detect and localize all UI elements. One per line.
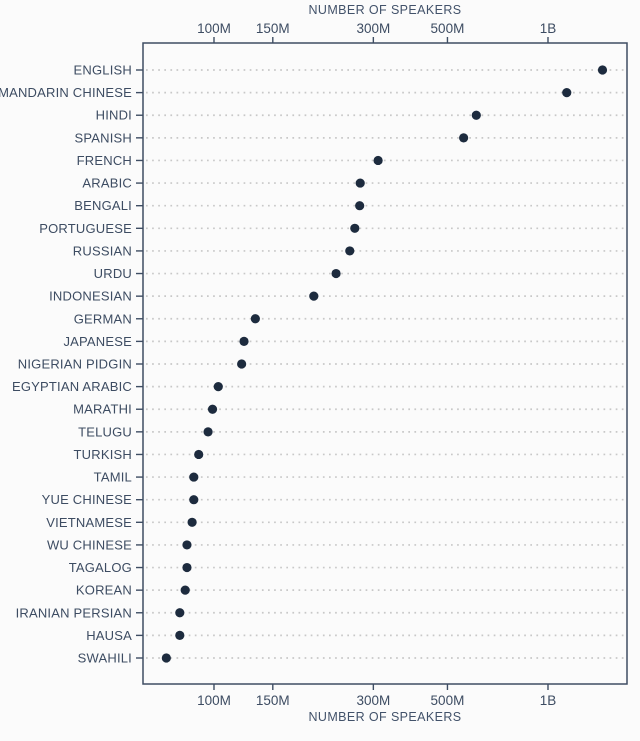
row-label: VIETNAMESE: [46, 515, 132, 530]
row-label: SPANISH: [74, 130, 132, 145]
data-point: [250, 314, 260, 324]
data-point: [345, 246, 355, 256]
row-label: MARATHI: [73, 402, 132, 417]
x-tick-label-top: 300M: [356, 21, 390, 36]
row-label: SWAHILI: [78, 651, 132, 666]
data-point: [180, 585, 190, 595]
data-point: [175, 630, 185, 640]
data-point: [182, 540, 192, 550]
row-label: HINDI: [96, 108, 132, 123]
data-point: [597, 65, 608, 75]
x-tick-label-top: 1B: [540, 21, 557, 36]
row-label: RUSSIAN: [73, 243, 132, 258]
data-point: [309, 291, 319, 301]
x-tick-label-bottom: 1B: [540, 693, 557, 708]
data-point: [562, 88, 572, 98]
x-tick-label-top: 150M: [256, 21, 290, 36]
row-label: TELUGU: [78, 424, 132, 439]
data-point: [207, 404, 218, 414]
data-point: [355, 201, 365, 211]
row-label: HAUSA: [86, 628, 132, 643]
row-label: IRANIAN PERSIAN: [16, 605, 132, 620]
row-label: ENGLISH: [74, 63, 132, 78]
row-label: JAPANESE: [63, 334, 132, 349]
data-point: [471, 110, 481, 120]
row-label: ARABIC: [82, 176, 132, 191]
row-label: PORTUGUESE: [39, 221, 132, 236]
data-point: [203, 427, 213, 437]
row-label: TURKISH: [74, 447, 132, 462]
x-tick-label-top: 100M: [197, 21, 231, 36]
row-label: YUE CHINESE: [42, 492, 132, 507]
row-label: INDONESIAN: [49, 289, 132, 304]
data-point: [187, 517, 197, 527]
row-label: EGYPTIAN ARABIC: [12, 379, 132, 394]
data-point: [331, 268, 341, 279]
x-tick-label-bottom: 500M: [431, 693, 465, 708]
data-point: [355, 178, 365, 188]
data-point: [373, 155, 383, 166]
data-point: [350, 223, 360, 233]
row-label: KOREAN: [76, 583, 132, 598]
row-label: FRENCH: [77, 153, 132, 168]
plot-border: [142, 42, 628, 685]
row-label: URDU: [94, 266, 132, 281]
x-tick-label-bottom: 150M: [256, 693, 290, 708]
x-tick-label-bottom: 100M: [197, 693, 231, 708]
row-label: NIGERIAN PIDGIN: [18, 357, 132, 372]
row-label: BENGALI: [74, 198, 132, 213]
data-point: [189, 495, 199, 505]
x-tick-label-top: 500M: [431, 21, 465, 36]
row-label: GERMAN: [74, 311, 132, 326]
row-label: TAGALOG: [69, 560, 132, 575]
x-tick-label-bottom: 300M: [356, 693, 390, 708]
data-point: [189, 472, 199, 482]
data-point: [239, 336, 249, 346]
data-point: [161, 653, 171, 663]
data-point: [182, 562, 192, 573]
x-axis-title-top: NUMBER OF SPEAKERS: [308, 3, 462, 17]
x-axis-title-bottom: NUMBER OF SPEAKERS: [308, 710, 462, 724]
data-point: [237, 359, 247, 369]
data-point: [194, 449, 204, 460]
row-label: TAMIL: [94, 470, 132, 485]
row-label: WU CHINESE: [47, 537, 132, 552]
data-point: [213, 382, 223, 392]
row-label: MANDARIN CHINESE: [0, 85, 132, 100]
data-point: [459, 133, 469, 143]
data-point: [175, 608, 185, 618]
